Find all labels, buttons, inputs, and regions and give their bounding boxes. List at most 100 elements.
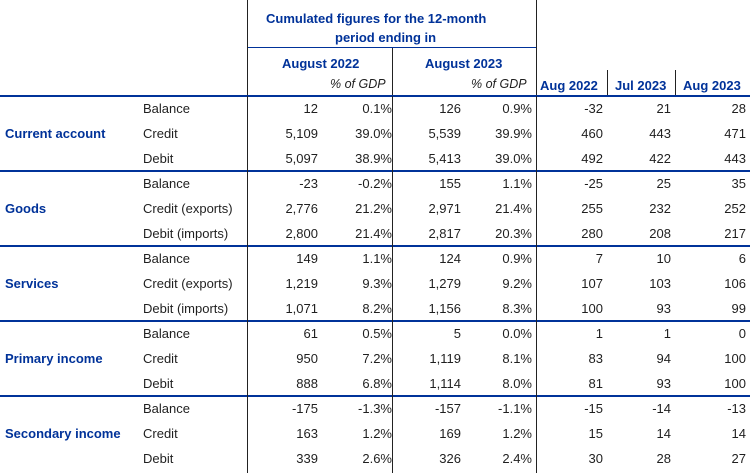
period2-header: August 2023	[425, 56, 503, 71]
row-label: Balance	[143, 101, 190, 116]
table-cell: 15	[588, 426, 603, 441]
table-cell: 1.2%	[502, 426, 532, 441]
table-cell: 1	[663, 326, 671, 341]
header-divider-left	[247, 0, 248, 96]
table-cell: 0	[738, 326, 746, 341]
row-label: Credit	[143, 126, 178, 141]
pct-gdp-header-1: % of GDP	[330, 77, 386, 91]
section-name: Services	[5, 276, 59, 291]
section-divider	[0, 170, 750, 172]
table-cell: 169	[439, 426, 461, 441]
table-cell: 20.3%	[495, 226, 532, 241]
row-label: Debit	[143, 151, 174, 166]
table-cell: 326	[439, 451, 461, 466]
table-cell: 443	[649, 126, 671, 141]
table-cell: 21	[656, 101, 671, 116]
table-cell: 7.2%	[362, 351, 392, 366]
header-divider-mid	[392, 47, 393, 96]
month1-header: Aug 2022	[540, 78, 598, 93]
table-cell: 1.2%	[362, 426, 392, 441]
table-cell: 252	[724, 201, 746, 216]
table-cell: 149	[296, 251, 318, 266]
table-cell: 232	[649, 201, 671, 216]
table-cell: 460	[581, 126, 603, 141]
table-cell: 5,539	[428, 126, 461, 141]
table-cell: 106	[724, 276, 746, 291]
table-cell: 2,800	[285, 226, 318, 241]
table-cell: 1	[595, 326, 603, 341]
table-cell: 5	[453, 326, 461, 341]
table-cell: 155	[439, 176, 461, 191]
table-cell: 28	[656, 451, 671, 466]
table-cell: 443	[724, 151, 746, 166]
table-cell: 492	[581, 151, 603, 166]
table-cell: 8.2%	[362, 301, 392, 316]
row-label: Balance	[143, 326, 190, 341]
table-cell: 94	[656, 351, 671, 366]
pct-gdp-header-2: % of GDP	[471, 77, 527, 91]
table-cell: 25	[656, 176, 671, 191]
month3-header: Aug 2023	[683, 78, 741, 93]
row-label: Debit (imports)	[143, 226, 229, 241]
table-cell: 2,817	[428, 226, 461, 241]
table-cell: 5,097	[285, 151, 318, 166]
table-cell: 9.3%	[362, 276, 392, 291]
cumulated-title-line2: period ending in	[335, 30, 437, 45]
table-cell: 9.2%	[502, 276, 532, 291]
header-underline-cumulated	[248, 47, 536, 48]
row-label: Balance	[143, 401, 190, 416]
table-cell: 14	[656, 426, 671, 441]
table-cell: 1,071	[285, 301, 318, 316]
table-cell: 208	[649, 226, 671, 241]
table-cell: 10	[656, 251, 671, 266]
table-cell: 1,279	[428, 276, 461, 291]
row-label: Balance	[143, 176, 190, 191]
table-cell: 93	[656, 376, 671, 391]
table-cell: 1,114	[429, 376, 461, 391]
table-cell: 1,219	[285, 276, 318, 291]
table-cell: 0.0%	[502, 326, 532, 341]
table-cell: -175	[291, 401, 318, 416]
table-cell: -14	[652, 401, 671, 416]
table-cell: 422	[649, 151, 671, 166]
section-name: Primary income	[5, 351, 103, 366]
table-cell: 93	[656, 301, 671, 316]
table-cell: 950	[296, 351, 318, 366]
table-cell: 39.9%	[495, 126, 532, 141]
table-cell: 1.1%	[502, 176, 532, 191]
table-cell: 8.3%	[502, 301, 532, 316]
table-cell: 1,156	[428, 301, 461, 316]
table-cell: 471	[724, 126, 746, 141]
table-cell: -15	[584, 401, 603, 416]
table-cell: 103	[649, 276, 671, 291]
column-divider	[247, 96, 248, 473]
table-cell: 7	[595, 251, 603, 266]
table-cell: 12	[303, 101, 318, 116]
row-label: Credit	[143, 426, 178, 441]
table-cell: -1.1%	[498, 401, 532, 416]
table-cell: 100	[581, 301, 603, 316]
column-divider	[392, 96, 393, 473]
row-label: Balance	[143, 251, 190, 266]
table-cell: 100	[724, 351, 746, 366]
table-cell: 0.9%	[502, 251, 532, 266]
table-cell: -0.2%	[358, 176, 392, 191]
table-cell: 5,109	[285, 126, 318, 141]
row-label: Debit	[143, 376, 174, 391]
section-name: Goods	[5, 201, 47, 216]
table-cell: 0.5%	[362, 326, 392, 341]
table-cell: 100	[724, 376, 746, 391]
table-cell: 38.9%	[355, 151, 392, 166]
table-cell: 39.0%	[355, 126, 392, 141]
table-cell: 5,413	[428, 151, 461, 166]
table-cell: 0.1%	[362, 101, 392, 116]
header-divider-right	[536, 0, 537, 96]
table-cell: 0.9%	[502, 101, 532, 116]
period1-header: August 2022	[282, 56, 360, 71]
cumulated-title-line1: Cumulated figures for the 12-month	[266, 11, 487, 26]
table-cell: 8.0%	[502, 376, 532, 391]
section-name: Current account	[5, 126, 106, 141]
section-divider	[0, 245, 750, 247]
table-cell: 107	[581, 276, 603, 291]
table-cell: 126	[439, 101, 461, 116]
